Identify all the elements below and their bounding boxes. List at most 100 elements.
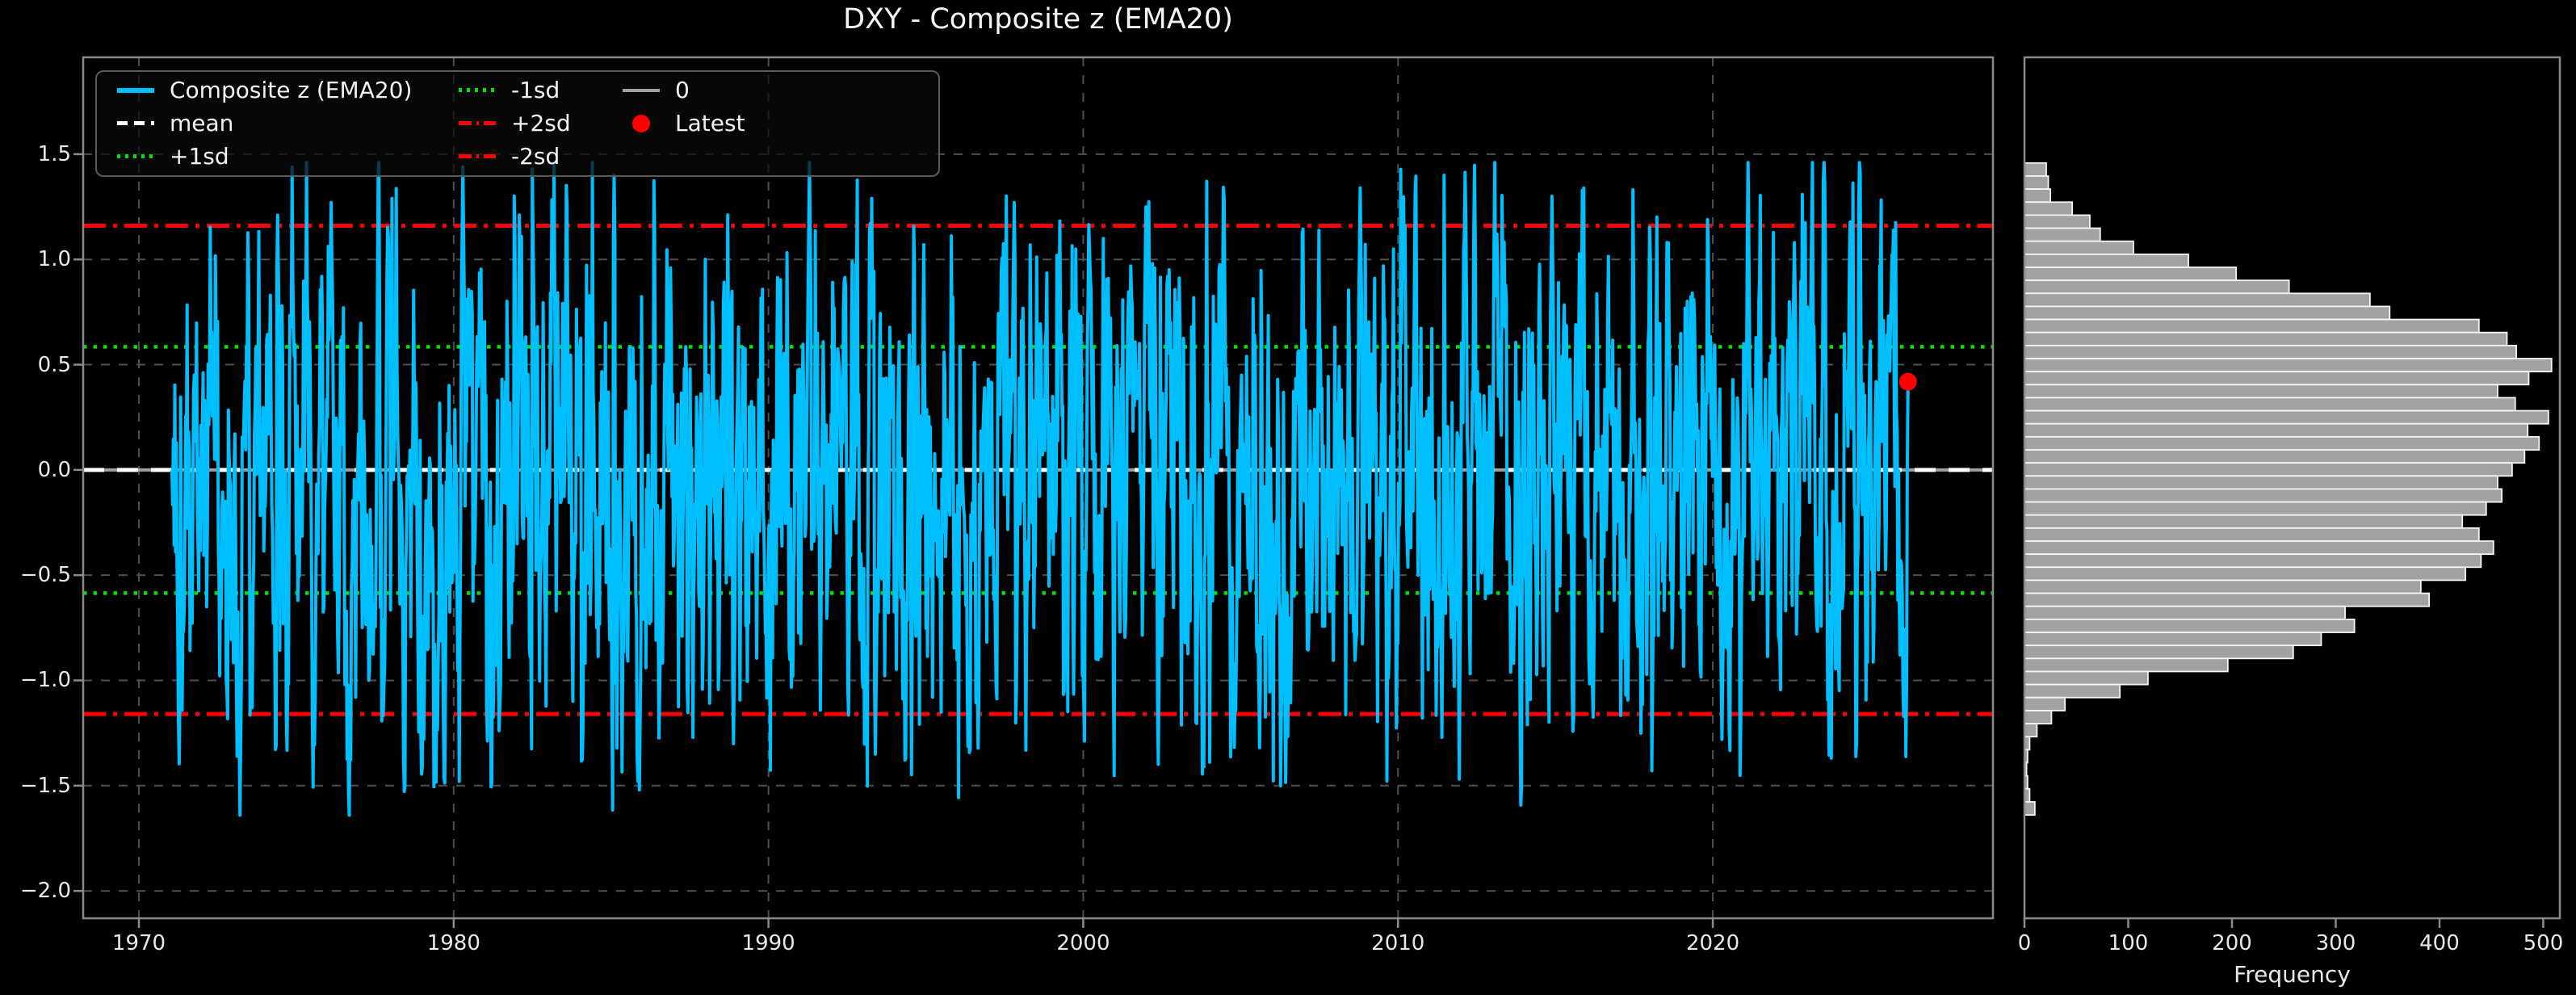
histogram-bar [2024, 331, 2508, 346]
histogram-bar [2024, 683, 2121, 699]
legend-item-label: Latest [675, 110, 745, 136]
hist-x-tick-label: 500 [2523, 931, 2564, 955]
y-tick-label: −1.0 [19, 668, 71, 693]
histogram-bar [2024, 253, 2189, 268]
legend-item-label: +1sd [170, 143, 229, 170]
histogram-bar [2024, 435, 2540, 451]
histogram-bar [2024, 800, 2036, 816]
legend-item-latest: Latest [623, 107, 745, 140]
legend-item-plus1sd: +1sd [117, 140, 412, 173]
y-tick-label: 1.5 [37, 141, 71, 166]
histogram-bar [2024, 449, 2526, 464]
histogram-bar [2024, 240, 2134, 255]
hist-x-tick-label: 400 [2419, 931, 2460, 955]
histogram-bar [2024, 566, 2466, 581]
histogram-bar [2024, 709, 2053, 724]
histogram-bar [2024, 214, 2091, 229]
histogram-bar [2024, 305, 2391, 321]
histogram-bar [2024, 201, 2074, 216]
histogram-bar [2024, 162, 2047, 177]
composite-z-line [170, 161, 1910, 817]
legend-item-zero: 0 [623, 73, 745, 107]
histogram-axes-frame [2023, 56, 2561, 920]
histogram-bar [2024, 371, 2530, 386]
zero-line-sample [623, 88, 660, 92]
histogram-bar [2024, 475, 2498, 490]
histogram-bar [2024, 501, 2487, 516]
y-tick-label: −1.5 [19, 773, 71, 798]
histogram-bar [2024, 657, 2229, 673]
legend-item-label: Composite z (EMA20) [170, 77, 413, 103]
legend-item-composite-z: Composite z (EMA20) [117, 73, 412, 107]
histogram-bar [2024, 227, 2101, 242]
legend: Composite z (EMA20) mean +1sd -1sd +2sd [95, 70, 940, 177]
histogram-bar [2024, 462, 2513, 477]
minus2sd-line-sample [459, 154, 496, 158]
histogram-bar [2024, 292, 2371, 308]
legend-item-label: 0 [675, 77, 690, 103]
x-tick-label: 2010 [1371, 931, 1425, 955]
series-line-sample [117, 87, 154, 93]
histogram-bar [2024, 267, 2238, 282]
histogram-bar [2024, 358, 2553, 373]
histogram-bar [2024, 397, 2516, 412]
legend-item-plus2sd: +2sd [459, 107, 571, 140]
x-axis-label-frequency: Frequency [2234, 961, 2351, 988]
x-tick-label: 1970 [111, 931, 166, 955]
histogram-bar [2024, 540, 2494, 556]
legend-item-label: mean [170, 110, 234, 136]
histogram-bar [2024, 384, 2498, 399]
legend-item-minus2sd: -2sd [459, 140, 571, 173]
legend-item-label: -1sd [511, 77, 560, 103]
histogram-bar [2024, 723, 2038, 738]
histogram-bar [2024, 618, 2356, 633]
legend-item-label: -2sd [511, 143, 560, 170]
x-tick-label: 2000 [1056, 931, 1110, 955]
histogram-bar [2024, 644, 2294, 660]
histogram-bar [2024, 188, 2052, 204]
chart-title: DXY - Composite z (EMA20) [843, 3, 1233, 36]
y-tick-label: 0.5 [37, 352, 71, 377]
hist-x-tick-label: 200 [2212, 931, 2252, 955]
plus2sd-line-sample [459, 121, 496, 125]
histogram-bar [2024, 527, 2480, 542]
minus1sd-line-sample [459, 88, 496, 92]
y-tick-label: 1.0 [37, 247, 71, 272]
x-tick-label: 2020 [1685, 931, 1740, 955]
histogram-bar [2024, 553, 2482, 569]
histogram-bar [2024, 422, 2529, 438]
hist-x-tick-label: 100 [2108, 931, 2149, 955]
plus1sd-line-sample [117, 154, 154, 158]
y-tick-label: 0.0 [37, 457, 71, 482]
mean-line-sample [117, 121, 154, 125]
hist-x-tick-label: 300 [2315, 931, 2356, 955]
histogram-bar [2024, 632, 2322, 647]
histogram-bar [2024, 488, 2503, 503]
hist-x-tick-label: 0 [2017, 931, 2032, 955]
histogram-bar [2024, 605, 2346, 620]
legend-item-minus1sd: -1sd [459, 73, 571, 107]
histogram-bar [2024, 579, 2422, 594]
latest-dot-sample [632, 114, 650, 132]
histogram-bar [2024, 279, 2290, 295]
timeseries-axes-frame [82, 56, 1995, 920]
y-tick-label: −2.0 [19, 879, 71, 904]
histogram-bar [2024, 696, 2066, 712]
histogram-bar [2024, 592, 2431, 607]
histogram-bar [2024, 670, 2149, 686]
legend-column-3: 0 Latest [623, 73, 745, 140]
x-tick-label: 1980 [426, 931, 480, 955]
legend-item-mean: mean [117, 107, 412, 140]
legend-column-2: -1sd +2sd -2sd [459, 73, 571, 173]
histogram-bar [2024, 514, 2464, 529]
histogram-bar [2024, 318, 2480, 334]
histogram-bar [2024, 175, 2049, 191]
y-tick-label: −0.5 [19, 563, 71, 588]
histogram-bar [2024, 344, 2517, 359]
histogram-bar [2024, 409, 2549, 425]
x-tick-label: 1990 [741, 931, 795, 955]
latest-point [1898, 372, 1917, 391]
legend-item-label: +2sd [511, 110, 571, 136]
